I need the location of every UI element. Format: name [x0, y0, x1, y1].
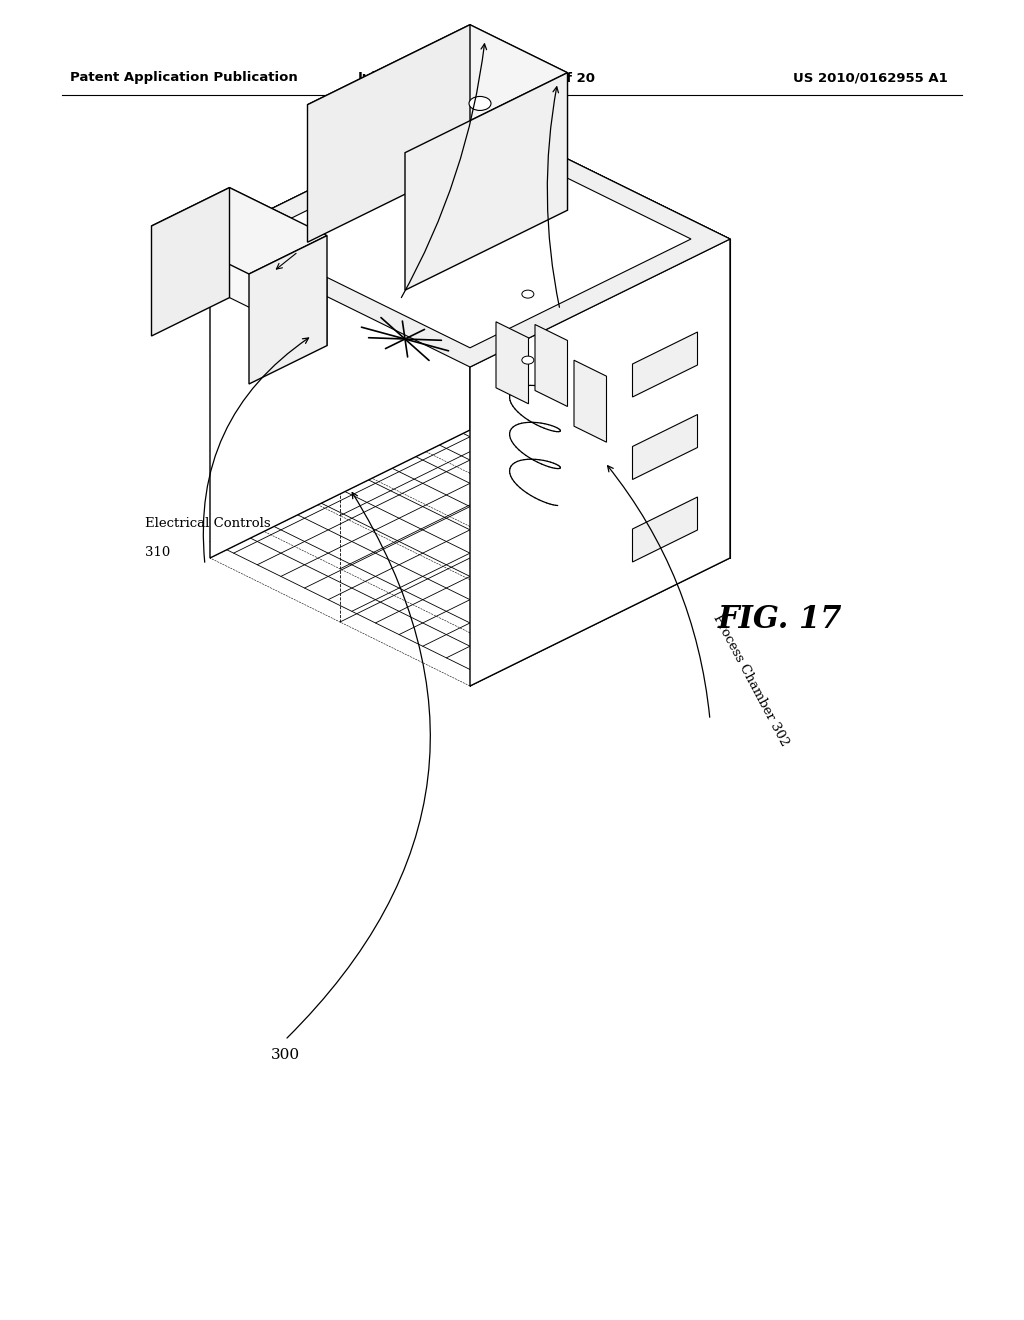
- Text: FIG. 17: FIG. 17: [718, 605, 843, 635]
- Ellipse shape: [469, 96, 490, 111]
- Ellipse shape: [522, 290, 534, 298]
- Text: Jul. 1, 2010: Jul. 1, 2010: [357, 71, 442, 84]
- Text: and Heat Exchangers: and Heat Exchangers: [408, 148, 487, 282]
- Polygon shape: [152, 187, 229, 337]
- Text: 300: 300: [270, 1048, 300, 1063]
- Polygon shape: [229, 187, 327, 346]
- Polygon shape: [470, 25, 567, 210]
- Polygon shape: [307, 25, 470, 242]
- Polygon shape: [210, 111, 730, 367]
- Polygon shape: [496, 322, 528, 404]
- Text: Exhaust Pump 306: Exhaust Pump 306: [390, 136, 461, 253]
- Text: 310: 310: [145, 546, 170, 558]
- Polygon shape: [406, 73, 567, 290]
- Polygon shape: [210, 111, 730, 367]
- Polygon shape: [307, 25, 567, 153]
- Polygon shape: [249, 235, 327, 384]
- Polygon shape: [249, 131, 691, 347]
- Polygon shape: [535, 325, 567, 407]
- Text: Electrical Controls: Electrical Controls: [145, 517, 270, 531]
- Polygon shape: [470, 111, 730, 558]
- Polygon shape: [633, 333, 697, 397]
- Polygon shape: [470, 239, 730, 686]
- Text: US 2010/0162955 A1: US 2010/0162955 A1: [793, 71, 947, 84]
- Polygon shape: [210, 111, 470, 558]
- Ellipse shape: [522, 356, 534, 364]
- Text: Process Chamber 302: Process Chamber 302: [710, 612, 791, 748]
- Polygon shape: [633, 498, 697, 562]
- Text: RF Generators: RF Generators: [548, 158, 606, 252]
- Polygon shape: [633, 414, 697, 479]
- Polygon shape: [152, 187, 327, 275]
- Text: Gas Controls and: Gas Controls and: [530, 131, 596, 239]
- Polygon shape: [574, 360, 606, 442]
- Text: Sheet 20 of 20: Sheet 20 of 20: [485, 71, 595, 84]
- Text: Patent Application Publication: Patent Application Publication: [70, 71, 298, 84]
